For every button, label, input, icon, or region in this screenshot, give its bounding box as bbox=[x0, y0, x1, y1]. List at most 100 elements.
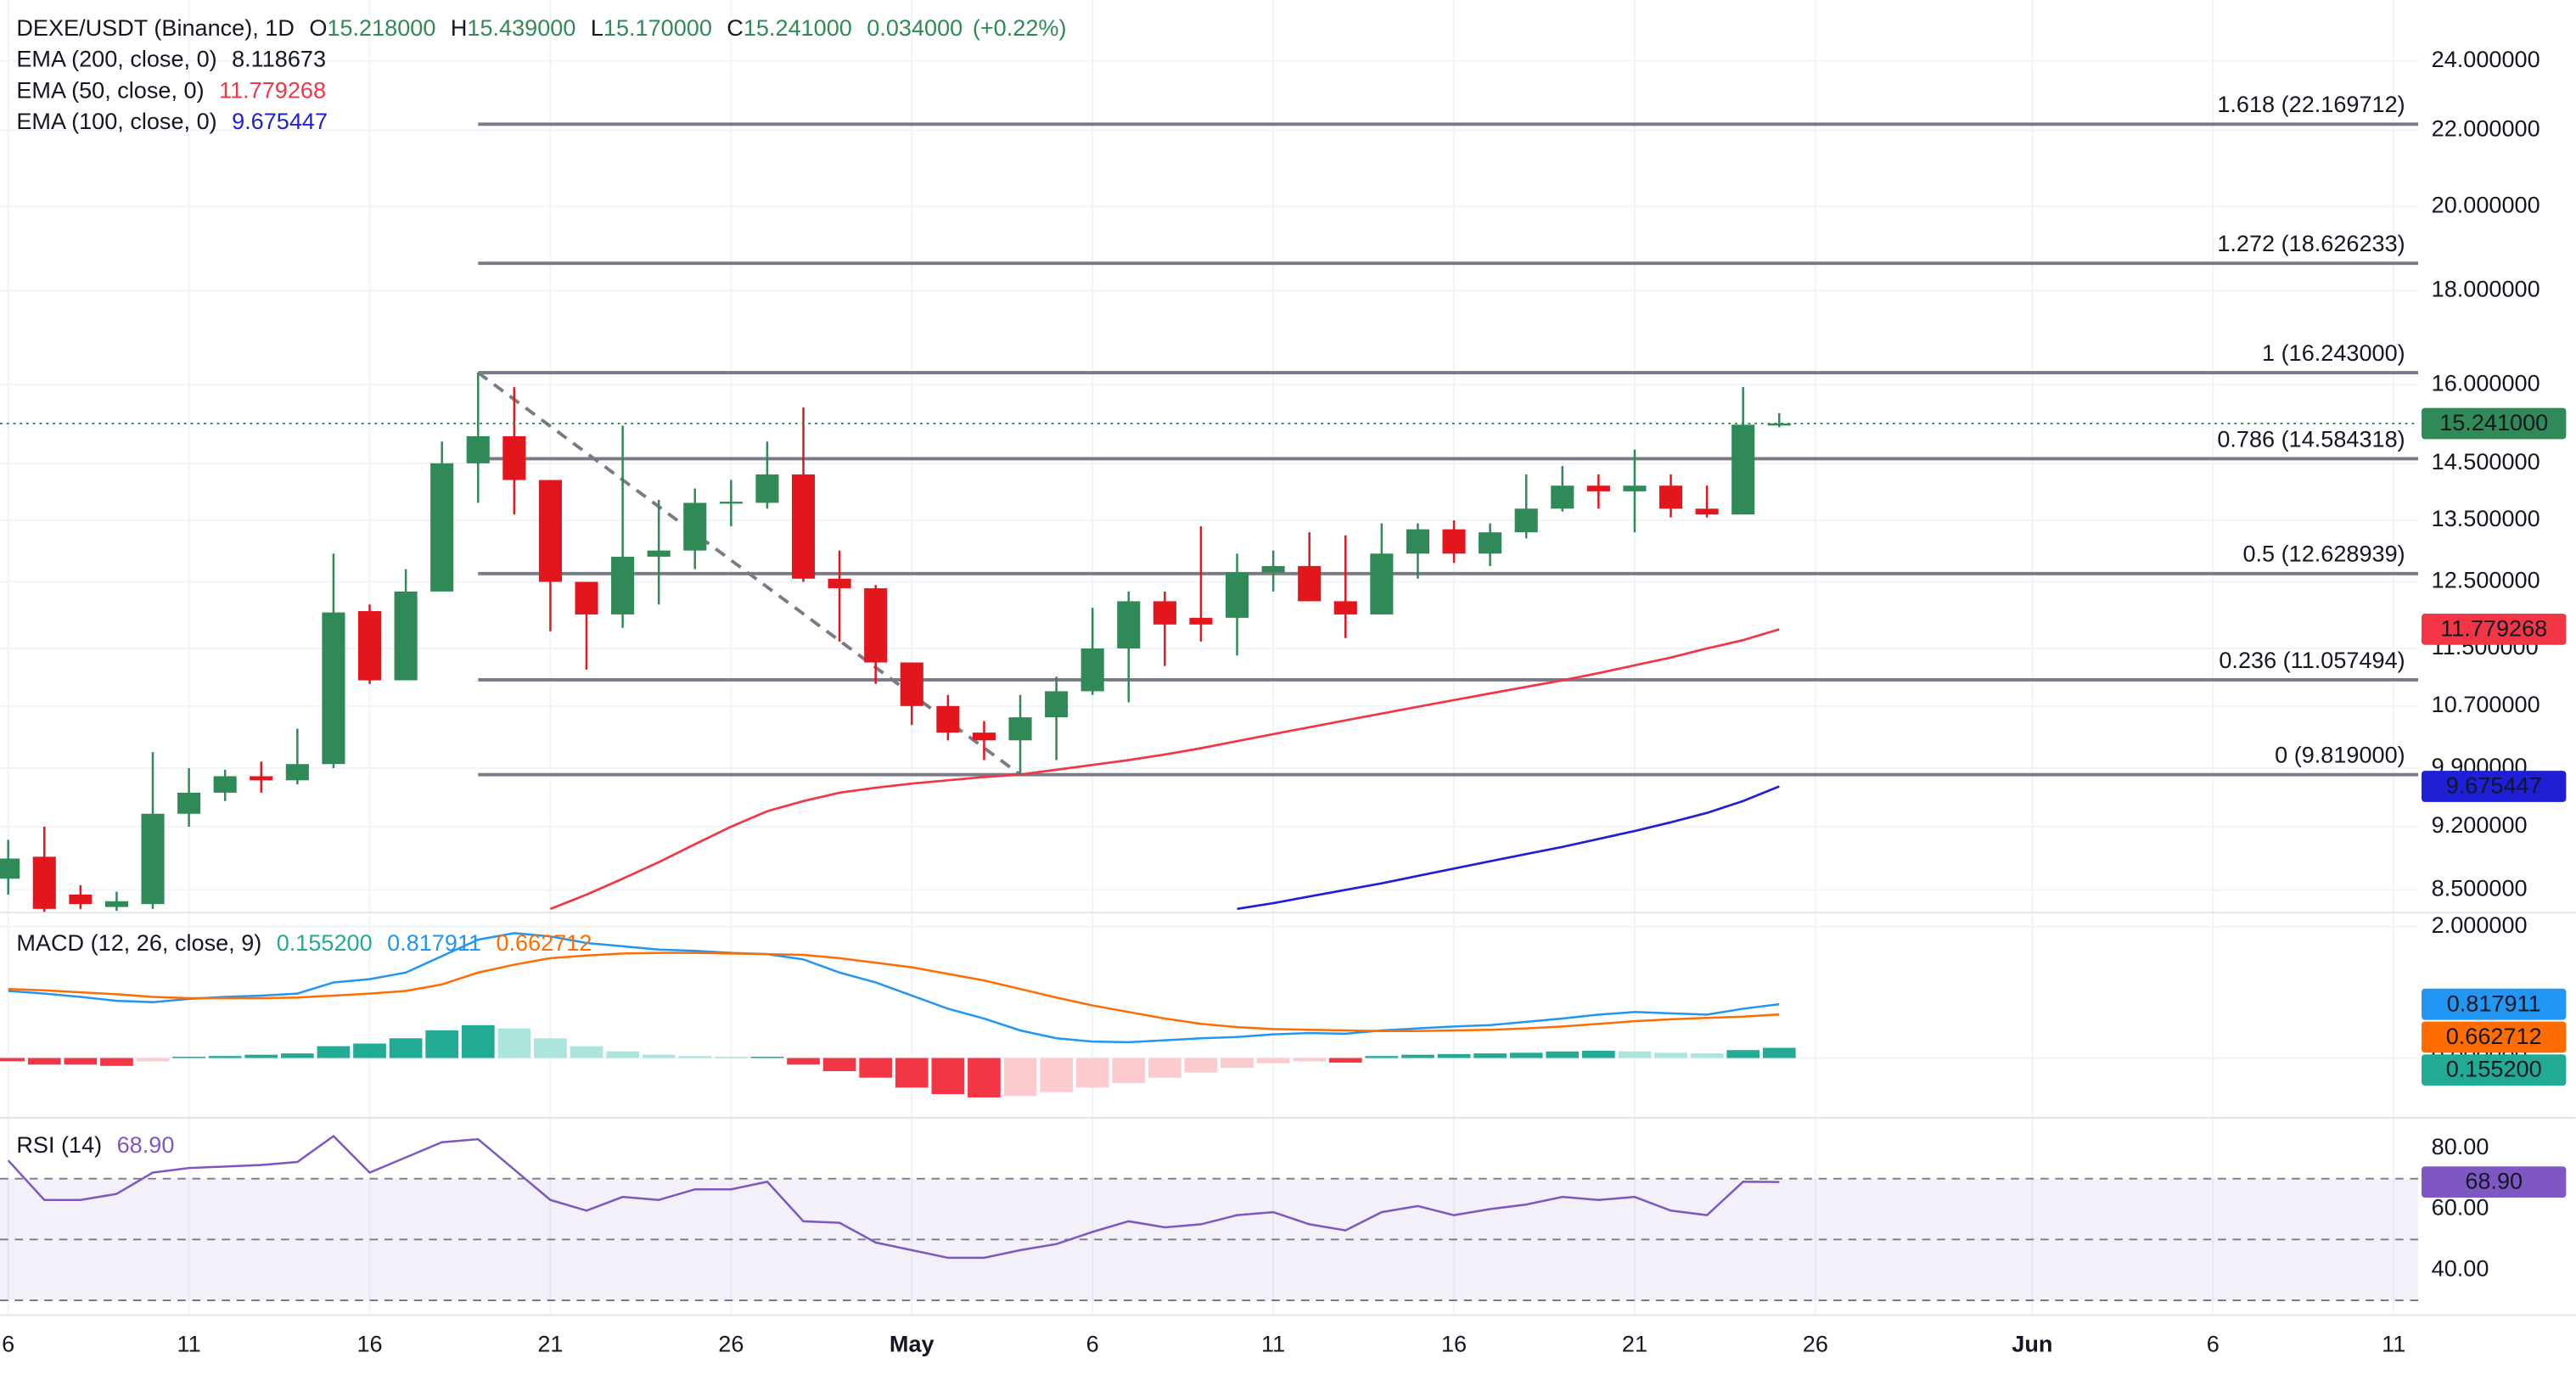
ohlc-value: 15.170000 bbox=[603, 14, 712, 41]
price-badge-label: 68.90 bbox=[2465, 1168, 2523, 1194]
macd-histogram-bar bbox=[787, 1058, 820, 1065]
price-badge-label: 15.241000 bbox=[2439, 409, 2548, 435]
y-tick-label: 18.000000 bbox=[2432, 276, 2540, 302]
ema-name: EMA (200, close, 0) bbox=[16, 46, 216, 72]
macd-histogram-bar bbox=[570, 1046, 603, 1058]
y-tick-label: 16.000000 bbox=[2432, 369, 2540, 396]
macd-histogram-bar bbox=[425, 1030, 459, 1058]
macd-histogram-bar bbox=[1112, 1058, 1146, 1083]
candle-body bbox=[864, 588, 888, 663]
macd-histogram-bar bbox=[1582, 1050, 1615, 1058]
fib-label: 1 (16.243000) bbox=[2262, 340, 2405, 366]
ohlc-key: C bbox=[727, 14, 744, 41]
candle-body bbox=[1008, 717, 1032, 741]
fib-label: 0 (9.819000) bbox=[2275, 742, 2405, 768]
x-tick-label: 16 bbox=[356, 1330, 382, 1356]
macd-histogram-bar bbox=[1690, 1053, 1724, 1058]
symbol: DEXE/USDT (Binance), 1D bbox=[16, 14, 295, 41]
macd-histogram-bar bbox=[136, 1058, 170, 1062]
macd-histogram-bar bbox=[1221, 1058, 1254, 1069]
x-tick-label: Jun bbox=[2012, 1330, 2052, 1356]
candle-body bbox=[1298, 565, 1322, 602]
candle-body bbox=[1406, 529, 1429, 554]
header: DEXE/USDT (Binance), 1D O15.218000 H15.439… bbox=[16, 14, 1066, 41]
ohlc-value: 15.241000 bbox=[744, 14, 852, 41]
price-badge bbox=[2422, 1021, 2567, 1053]
price-badge bbox=[2422, 1054, 2567, 1086]
candle-body bbox=[900, 662, 923, 706]
candle-body bbox=[1080, 648, 1104, 692]
candle-body bbox=[394, 591, 418, 681]
ema-line bbox=[1237, 785, 1780, 911]
x-tick-label: 11 bbox=[2382, 1330, 2405, 1356]
macd-hist-value: 0.155200 bbox=[277, 929, 373, 956]
y-tick-label: 8.500000 bbox=[2432, 875, 2528, 901]
macd-name: MACD (12, 26, close, 9) bbox=[16, 929, 261, 956]
ema-value: 9.675447 bbox=[232, 108, 328, 134]
candle-body bbox=[575, 581, 598, 615]
macd-histogram-bar bbox=[208, 1056, 242, 1058]
candle-body bbox=[719, 502, 743, 504]
macd-value: 0.662712 bbox=[496, 929, 592, 956]
macd-line bbox=[8, 932, 1780, 1044]
ema-name: EMA (100, close, 0) bbox=[16, 108, 216, 134]
fib-label: 0.786 (14.584318) bbox=[2217, 425, 2405, 452]
macd-histogram-bar bbox=[1148, 1058, 1181, 1078]
macd-histogram-bar bbox=[1654, 1052, 1687, 1058]
y-tick-label: 13.500000 bbox=[2432, 505, 2540, 531]
ema-value: 8.118673 bbox=[232, 46, 326, 72]
macd-histogram-bar bbox=[1509, 1052, 1543, 1058]
macd-histogram-bar bbox=[1256, 1058, 1290, 1064]
ohlc-key: H bbox=[451, 14, 468, 41]
macd-histogram-bar bbox=[1726, 1050, 1760, 1058]
price-badge-label: 11.779268 bbox=[2440, 615, 2547, 642]
y-tick-label: 14.500000 bbox=[2432, 448, 2540, 474]
macd-histogram-bar bbox=[27, 1058, 61, 1065]
candle-body bbox=[538, 480, 562, 582]
fib-label: 1.272 (18.626233) bbox=[2217, 230, 2405, 256]
rsi-plot bbox=[0, 1134, 2419, 1301]
macd-histogram-bar bbox=[64, 1058, 98, 1065]
macd-histogram-bar bbox=[1365, 1056, 1399, 1058]
candle-body bbox=[791, 474, 816, 579]
candle-body bbox=[1731, 424, 1755, 515]
macd-histogram-bar bbox=[1762, 1047, 1796, 1058]
candle-body bbox=[32, 856, 56, 909]
candle-body bbox=[1333, 601, 1357, 615]
candle-body bbox=[357, 611, 382, 681]
macd-histogram-bar bbox=[642, 1054, 676, 1058]
price-badge bbox=[2422, 988, 2567, 1020]
price-badge-label: 0.662712 bbox=[2446, 1023, 2542, 1049]
macd-histogram-bar bbox=[1618, 1051, 1652, 1058]
candle-body bbox=[430, 463, 454, 592]
candle-body bbox=[1153, 601, 1176, 625]
candle-body bbox=[141, 813, 165, 905]
candle-body bbox=[1189, 617, 1213, 625]
y-tick-label: 12.500000 bbox=[2432, 567, 2540, 593]
rsi-name: RSI (14) bbox=[16, 1131, 102, 1158]
ema-value: 11.779268 bbox=[219, 77, 326, 104]
candle-body bbox=[322, 612, 345, 765]
x-tick-label: 26 bbox=[718, 1330, 744, 1356]
x-tick-label: 21 bbox=[537, 1330, 563, 1356]
price-badge-label: 9.675447 bbox=[2446, 772, 2542, 799]
candle-body bbox=[647, 550, 671, 557]
macd-histogram-bar bbox=[1328, 1058, 1362, 1063]
ohlc-key: O bbox=[309, 14, 327, 41]
candle-body bbox=[1370, 553, 1394, 615]
macd-histogram-bar bbox=[389, 1038, 423, 1058]
candle-body bbox=[0, 858, 20, 879]
candle-body bbox=[1658, 486, 1683, 509]
candle-body bbox=[936, 705, 960, 733]
price-badge bbox=[2422, 614, 2567, 645]
candle-body bbox=[1442, 529, 1466, 554]
rsi-value: 68.90 bbox=[117, 1131, 175, 1158]
y-tick-label: 20.000000 bbox=[2432, 191, 2540, 217]
macd-histogram-bar bbox=[678, 1056, 712, 1058]
change-pct: (+0.22%) bbox=[973, 14, 1067, 41]
ema-legend: EMA (50, close, 0) 11.779268 bbox=[16, 77, 326, 104]
macd-histogram-bar bbox=[822, 1058, 856, 1071]
candle-body bbox=[683, 502, 707, 551]
macd-histogram-bar bbox=[1003, 1058, 1037, 1097]
